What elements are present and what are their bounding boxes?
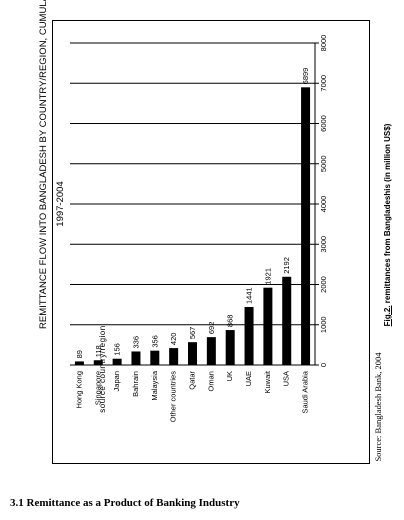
bar-value-label: 2192 — [282, 257, 291, 274]
bar-value-label: 567 — [188, 327, 197, 340]
value-tick-label: 1000 — [319, 316, 328, 333]
bar-value-label: 89 — [75, 350, 84, 358]
bar — [206, 337, 216, 365]
bar-value-label: 336 — [131, 336, 140, 349]
category-label: Hong Kong — [74, 371, 83, 409]
bar-value-label: 1921 — [263, 268, 272, 285]
value-tick-label: 7000 — [319, 75, 328, 92]
value-tick-label: 8000 — [319, 35, 328, 52]
bar — [93, 360, 103, 365]
category-label: Kuwait — [263, 370, 272, 393]
category-label: Oman — [206, 371, 215, 391]
bar — [282, 276, 292, 365]
value-tick-label: 4000 — [319, 196, 328, 213]
bar-value-label: 118 — [94, 345, 103, 357]
category-label: Other countries — [169, 371, 178, 423]
bar-value-label: 1441 — [245, 287, 254, 304]
section-heading: 3.1 Remittance as a Product of Banking I… — [10, 497, 240, 509]
bar — [74, 361, 84, 365]
bar-value-label: 692 — [207, 322, 216, 335]
bar-value-label: 420 — [169, 333, 178, 346]
category-label: Japan — [112, 371, 121, 391]
bar — [301, 87, 311, 365]
bar — [131, 351, 141, 365]
value-tick-label: 2000 — [319, 276, 328, 293]
category-label: Qatar — [187, 371, 196, 390]
category-label: Malaysia — [150, 370, 159, 400]
bar — [263, 287, 273, 365]
value-tick-label: 6000 — [319, 115, 328, 132]
bar — [150, 350, 160, 365]
category-label: Singapore — [93, 371, 102, 405]
bar — [244, 306, 254, 365]
bar — [169, 348, 179, 365]
category-label: UK — [225, 371, 234, 381]
bar-value-label: 6899 — [301, 68, 310, 85]
bar-value-label: 156 — [113, 343, 122, 356]
category-label: Saudi Arabia — [301, 370, 310, 413]
value-tick-label: 5000 — [319, 155, 328, 172]
category-label: Bahrain — [131, 371, 140, 397]
bar — [112, 358, 122, 365]
value-tick-label: 0 — [319, 363, 328, 367]
bar-value-label: 356 — [150, 335, 159, 348]
category-label: USA — [282, 371, 291, 386]
category-label: UAE — [244, 371, 253, 386]
bar — [225, 330, 235, 365]
bar-value-label: 868 — [226, 315, 235, 328]
bar — [188, 342, 197, 365]
value-tick-label: 3000 — [319, 236, 328, 253]
figure-frame — [52, 20, 370, 464]
